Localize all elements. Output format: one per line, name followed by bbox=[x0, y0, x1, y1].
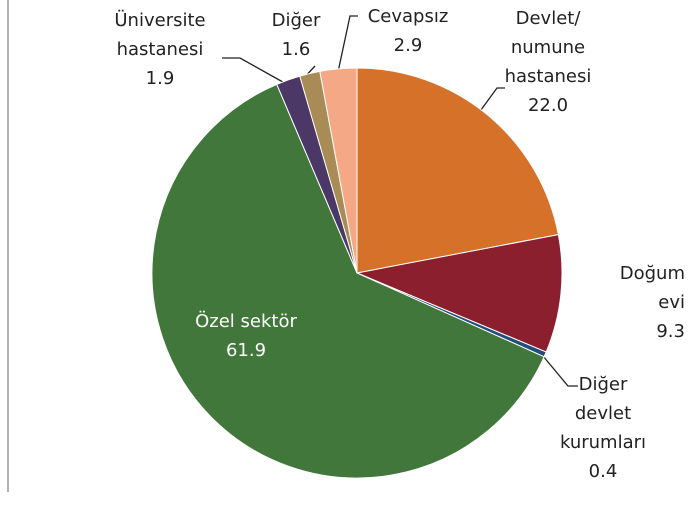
leader-line bbox=[542, 355, 578, 387]
slice-label: Diğer devlet kurumları 0.4 bbox=[560, 370, 646, 486]
category-label: Üniversite hastanesi bbox=[114, 10, 206, 60]
pie-slice bbox=[356, 67, 559, 274]
slice-label: Diğer 1.6 bbox=[272, 6, 321, 64]
category-label: Cevapsız bbox=[367, 6, 449, 27]
category-label: Özel sektör bbox=[195, 311, 297, 332]
category-label: Diğer bbox=[271, 10, 321, 31]
pie-slice bbox=[319, 67, 358, 274]
value-label: 9.3 bbox=[656, 321, 685, 342]
slice-label: Doğum evi 9.3 bbox=[620, 259, 685, 346]
leader-line bbox=[222, 57, 291, 87]
value-label: 1.6 bbox=[281, 39, 311, 60]
value-label: 1.9 bbox=[145, 68, 175, 89]
leader-line bbox=[337, 15, 358, 73]
value-label: 61.9 bbox=[225, 340, 267, 361]
category-label: Diğer devlet kurumları bbox=[559, 374, 647, 453]
slice-label: Üniversite hastanesi 1.9 bbox=[114, 6, 205, 93]
slice-label: Cevapsız 2.9 bbox=[368, 2, 449, 60]
pie-slice bbox=[151, 83, 545, 479]
category-label: Doğum evi bbox=[619, 263, 685, 313]
slice-label: Devlet/ numune hastanesi 22.0 bbox=[505, 4, 592, 120]
value-label: 22.0 bbox=[527, 95, 569, 116]
slice-label: Özel sektör 61.9 bbox=[195, 307, 297, 365]
pie-slice bbox=[355, 234, 563, 353]
value-label: 2.9 bbox=[393, 35, 423, 56]
value-label: 0.4 bbox=[588, 461, 618, 482]
category-label: Devlet/ numune hastanesi bbox=[504, 8, 592, 87]
